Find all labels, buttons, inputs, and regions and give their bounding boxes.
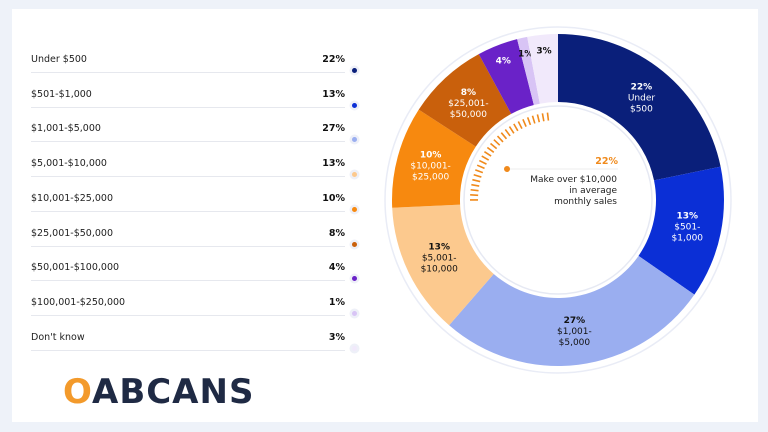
slice-label: 1% [518,50,533,60]
legend-item: $1,001-$5,000 27% [31,121,345,142]
hatch-mark [531,115,536,124]
donut-slice [478,39,534,114]
slice-label: 22% Under $500 [628,83,656,115]
slice-label: 10% $10,001-$25,000 [410,151,450,183]
hatch-mark [526,117,532,126]
hatch-mark [504,129,511,137]
legend-item: $50,001-$100,000 4% [31,260,345,281]
hatch-mark [478,159,487,165]
legend-label: $10,001-$25,000 [31,193,113,204]
legend-dot [352,103,357,108]
slice-label: 3% [536,47,551,57]
callout-text: in average [569,186,617,196]
legend-dot [352,172,357,177]
legend-label: $5,001-$10,000 [31,158,107,169]
hatch-mark [536,114,541,123]
legend-item: $10,001-$25,000 10% [31,191,345,212]
callout-dot [504,166,510,172]
donut-slice [527,34,558,104]
slice-label: 13% $501-$1,000 [672,212,704,244]
hatch-mark [541,113,545,122]
legend-label: $501-$1,000 [31,89,92,100]
donut-slice [517,36,540,106]
legend-value: 27% [322,123,345,134]
hatch-mark [500,132,508,140]
donut-slice [638,166,724,295]
legend-item: $25,001-$50,000 8% [31,226,345,247]
legend-label: Don't know [31,332,85,343]
legend-item: $5,001-$10,000 13% [31,156,345,177]
hatch-mark [517,121,523,129]
legend-dot [352,207,357,212]
legend-value: 13% [322,89,345,100]
hatch-mark [475,169,484,174]
legend-item: Don't know 3% [31,330,345,351]
legend-label: $25,001-$50,000 [31,228,113,239]
hatch-mark [546,112,550,121]
legend-label: $1,001-$5,000 [31,123,101,134]
callout-value: 22% [595,156,618,167]
slice-label: 13% $5,001-$10,000 [421,243,458,275]
legend-dot [352,311,357,316]
hatch-mark [513,123,519,132]
legend-dot [352,346,357,351]
hatch-mark [483,151,492,157]
hatch-mark [471,183,480,187]
callout-text: Make over $10,000 [530,175,617,185]
legend-value: 1% [328,297,345,308]
hatch-mark [493,139,501,146]
hatch-mark [508,126,515,134]
legend-label: $50,001-$100,000 [31,262,120,273]
legend-value: 22% [322,54,345,65]
hatch-mark [489,142,498,150]
legend-label: $100,001-$250,000 [31,297,126,308]
legend-value: 4% [328,262,345,273]
donut-slice [558,34,721,181]
hatch-mark [522,118,527,127]
inner-ring [463,105,653,295]
donut-slice [392,109,476,208]
logo: OABCANS [63,372,254,412]
hatch-mark [481,155,490,161]
hatch-mark [473,174,482,178]
hatch-mark [496,135,504,143]
legend-item: $100,001-$250,000 1% [31,295,345,316]
legend-value: 8% [328,228,345,239]
legend-dot [352,137,357,142]
slice-label: 8% $25,001-$50,000 [448,88,488,120]
legend-dot [352,242,357,247]
donut-slice [449,255,695,367]
donut-slice [392,204,494,326]
legend-item: $501-$1,000 13% [31,87,345,108]
slice-label: 27% $1,001-$5,000 [557,316,592,348]
callout-text: monthly sales [554,197,617,207]
legend-item: Under $500 22% [31,52,345,73]
legend-dot [352,68,357,73]
legend-value: 3% [328,332,345,343]
legend-dot [352,276,357,281]
hatch-mark [476,164,485,170]
slice-label: 4% [496,56,511,66]
logo-o: O [63,372,92,412]
outer-ring [384,26,732,374]
legend-label: Under $500 [31,54,87,65]
logo-rest: ABCANS [92,372,255,412]
hatch-mark [472,178,481,183]
hatch-mark [470,188,479,192]
donut-slice [418,54,512,147]
hatch-mark [486,146,495,153]
legend-value: 13% [322,158,345,169]
legend-value: 10% [322,193,345,204]
